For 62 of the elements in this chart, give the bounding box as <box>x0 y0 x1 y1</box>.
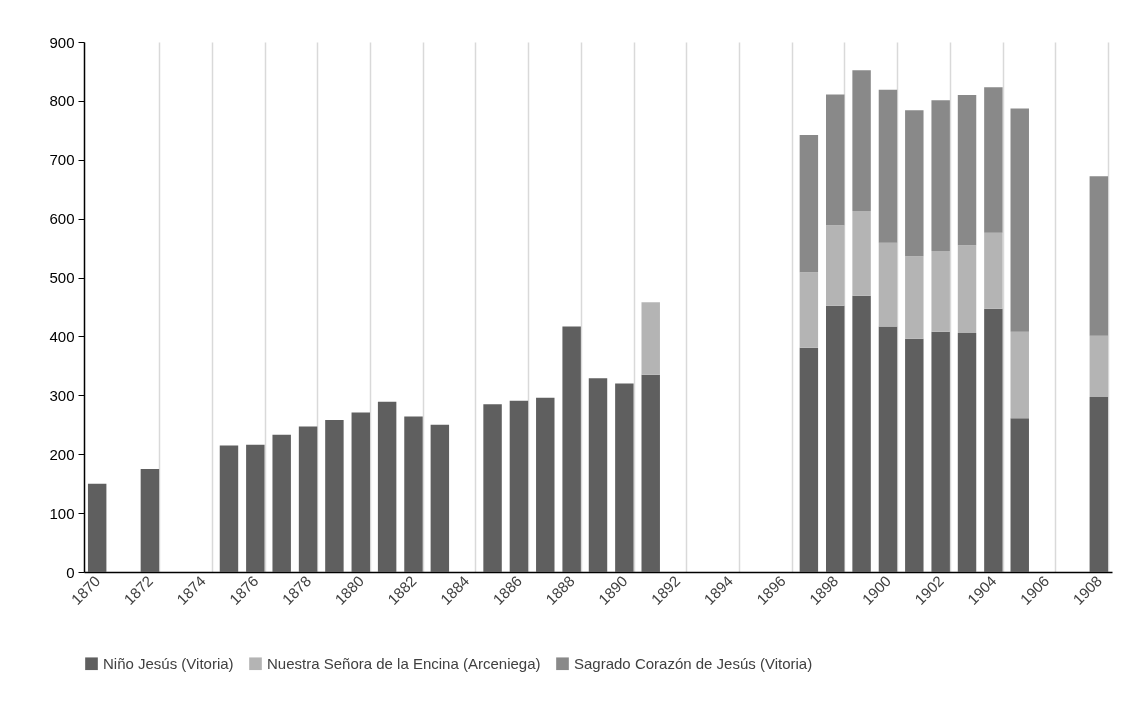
legend-label: Sagrado Corazón de Jesús (Vitoria) <box>574 654 813 672</box>
bar <box>536 397 555 572</box>
bar <box>852 70 871 212</box>
bar <box>905 110 924 257</box>
y-tick-label: 800 <box>49 92 75 110</box>
bar <box>1010 108 1029 332</box>
bar <box>826 225 845 306</box>
y-tick-label: 700 <box>49 151 75 169</box>
bar <box>1089 335 1109 398</box>
y-tick-label: 300 <box>49 386 75 404</box>
bar <box>483 404 502 572</box>
bar <box>957 332 977 572</box>
bar <box>799 272 819 348</box>
bar <box>246 444 265 572</box>
bar <box>931 100 950 252</box>
bar <box>1010 418 1029 572</box>
bar <box>430 424 450 572</box>
y-tick-label: 400 <box>49 327 75 345</box>
bar <box>799 347 819 572</box>
y-tick-label: 600 <box>49 210 75 228</box>
bar <box>878 242 898 327</box>
bar <box>325 420 344 572</box>
bar <box>1089 397 1109 572</box>
bar <box>219 445 239 572</box>
bar <box>509 400 529 572</box>
y-tick-label: 900 <box>49 33 75 51</box>
bar <box>984 308 1003 572</box>
bar <box>272 434 291 572</box>
bar <box>1010 331 1029 419</box>
y-tick-label: 0 <box>66 563 75 581</box>
bar <box>615 383 634 572</box>
bar <box>1089 176 1109 336</box>
bar <box>87 483 107 572</box>
y-tick-label: 100 <box>49 504 75 522</box>
bar <box>905 256 924 339</box>
y-tick-label: 500 <box>49 269 75 287</box>
bar <box>404 416 423 572</box>
legend-label: Niño Jesús (Vitoria) <box>103 654 234 672</box>
bar <box>957 245 977 333</box>
bar <box>351 412 370 572</box>
bar <box>826 94 845 226</box>
bar <box>298 426 318 572</box>
bar <box>931 331 950 572</box>
bar <box>905 338 924 572</box>
bar <box>852 295 871 572</box>
bar <box>957 95 977 246</box>
bar <box>931 251 950 332</box>
bar <box>826 305 845 572</box>
bar <box>140 468 160 572</box>
bar <box>852 211 871 296</box>
bar <box>984 232 1003 309</box>
bar <box>641 374 660 572</box>
legend-label: Nuestra Señora de la Encina (Arceniega) <box>267 654 541 672</box>
bar <box>878 89 898 243</box>
bar <box>641 302 660 375</box>
y-tick-label: 200 <box>49 445 75 463</box>
bar <box>878 326 898 572</box>
bar <box>799 135 819 273</box>
bar <box>377 401 397 572</box>
bar <box>984 87 1003 233</box>
bar <box>588 378 608 572</box>
bar <box>562 326 581 572</box>
